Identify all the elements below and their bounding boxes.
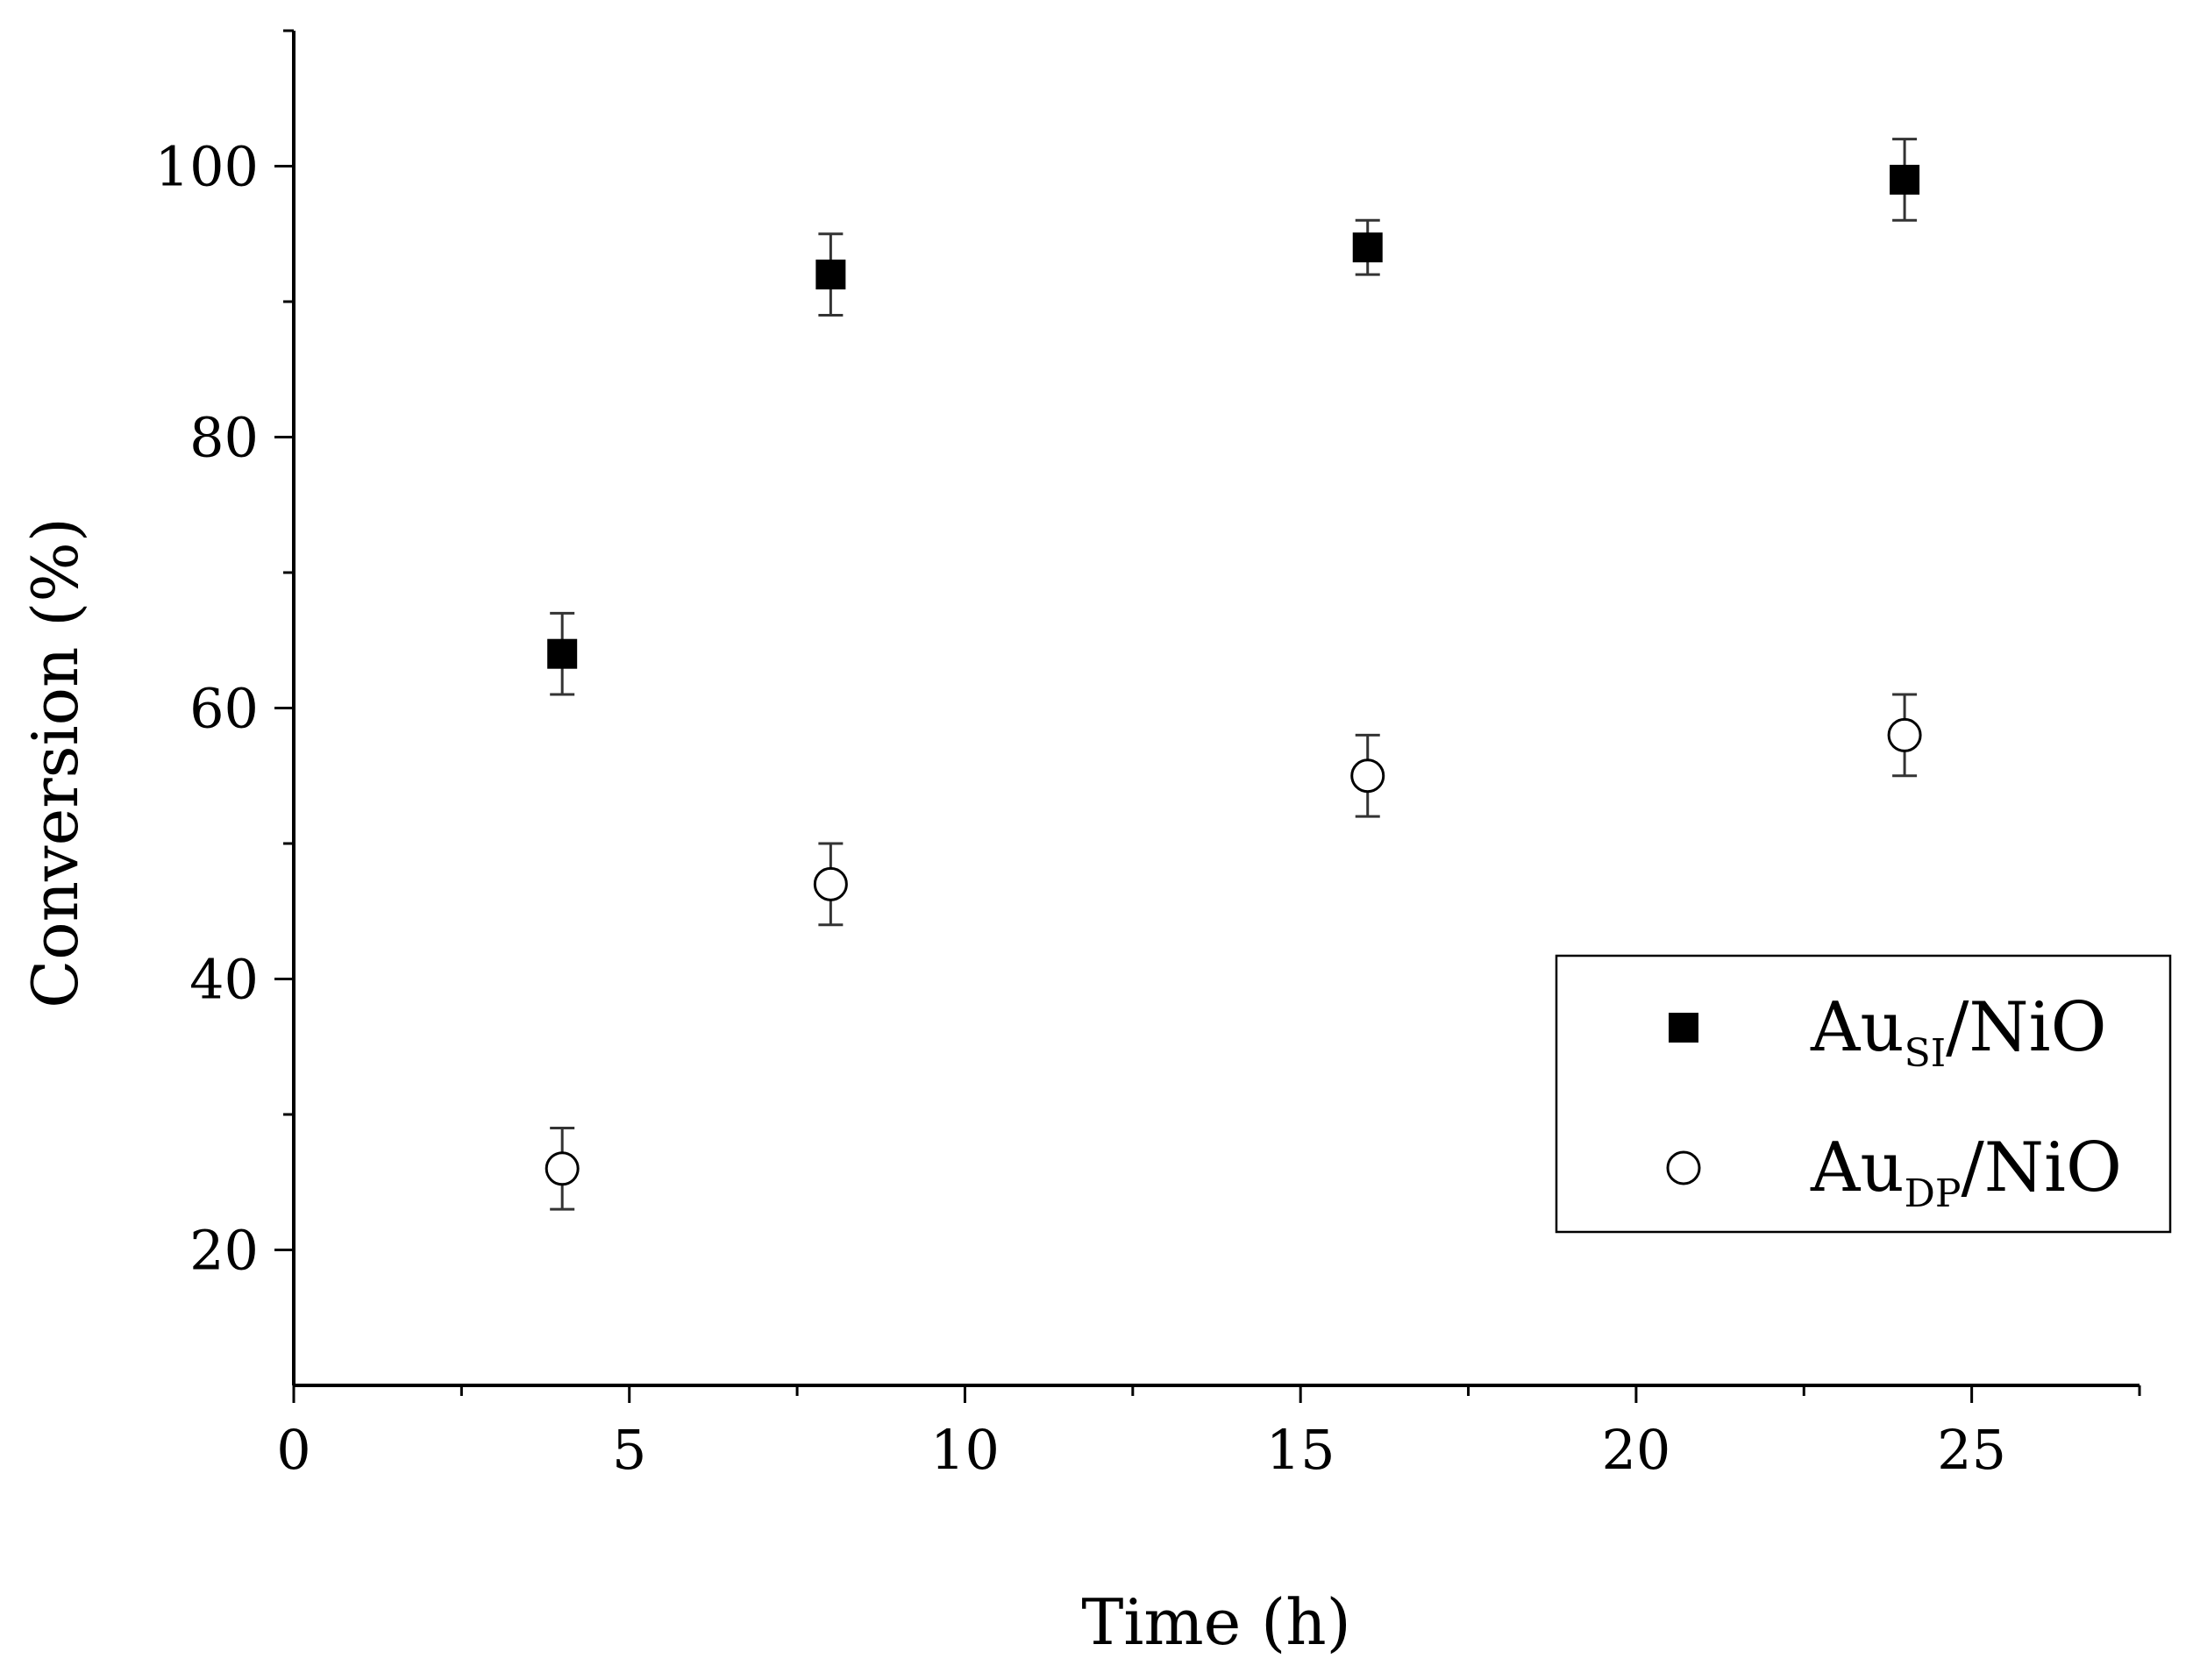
- data-point-square: [547, 638, 578, 669]
- x-tick-label: 15: [1266, 1418, 1335, 1482]
- data-point-circle: [1350, 758, 1385, 794]
- y-tick-label: 100: [155, 135, 259, 199]
- data-point-square: [1352, 232, 1383, 263]
- legend-label: AuSI/NiO: [1810, 988, 2107, 1076]
- y-tick-label: 40: [189, 948, 259, 1012]
- data-point-circle: [813, 866, 848, 901]
- x-tick-label: 20: [1601, 1418, 1670, 1482]
- legend-marker-circle: [1666, 1150, 1701, 1185]
- y-ticks: 20 40 60 80 100: [155, 29, 294, 1283]
- x-ticks: 0 5 10 15 20 25: [276, 1385, 2141, 1482]
- y-tick-label: 20: [189, 1219, 259, 1283]
- y-tick-label: 60: [189, 677, 259, 741]
- y-axis-label: Conversion (%): [18, 517, 92, 1008]
- data-point-square: [815, 260, 846, 290]
- data-points: [545, 164, 1922, 1186]
- x-tick-label: 10: [930, 1418, 1000, 1482]
- legend-label: AuDP/NiO: [1810, 1128, 2122, 1216]
- data-point-square: [1890, 164, 1920, 195]
- legend-box: [1555, 954, 2172, 1234]
- x-tick-label: 25: [1937, 1418, 2006, 1482]
- data-point-circle: [1887, 717, 1922, 752]
- legend-marker-square: [1669, 1013, 1698, 1043]
- x-axis-label: Time (h): [1081, 1585, 1350, 1659]
- legend: AuSI/NiO AuDP/NiO: [1555, 954, 2172, 1234]
- x-tick-label: 5: [612, 1418, 646, 1482]
- y-tick-label: 80: [189, 406, 259, 470]
- x-tick-label: 0: [276, 1418, 310, 1482]
- data-point-circle: [545, 1151, 580, 1186]
